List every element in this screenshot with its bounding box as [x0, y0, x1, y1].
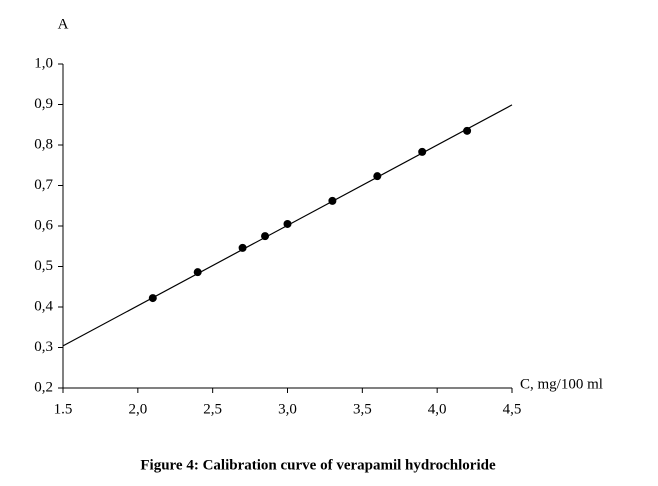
- y-axis-label: A: [58, 16, 69, 32]
- x-tick-label: 3,0: [278, 401, 297, 417]
- x-tick-label: 4,0: [428, 401, 447, 417]
- data-point: [148, 294, 157, 303]
- data-point: [261, 232, 270, 241]
- x-tick-label: 3,5: [353, 401, 372, 417]
- y-tick-label: 0,2: [34, 379, 53, 395]
- data-point: [193, 268, 202, 277]
- x-tick-label: 4,5: [503, 401, 522, 417]
- y-tick-label: 0,7: [34, 177, 53, 193]
- x-tick-label: 1.5: [54, 401, 73, 417]
- figure-caption: Figure 4: Calibration curve of verapamil…: [140, 457, 496, 473]
- x-tick-label: 2,0: [128, 401, 147, 417]
- y-tick-label: 0,5: [34, 258, 53, 274]
- y-tick-label: 0,4: [34, 298, 53, 314]
- y-tick-label: 0,6: [34, 217, 53, 233]
- data-point: [418, 147, 427, 156]
- y-tick-label: 0,9: [34, 96, 53, 112]
- x-tick-label: 2,5: [203, 401, 222, 417]
- data-point: [283, 219, 292, 228]
- y-tick-label: 0,3: [34, 339, 53, 355]
- x-axis-label: C, mg/100 ml: [520, 376, 603, 392]
- data-point: [238, 243, 247, 252]
- y-tick-label: 1,0: [34, 55, 53, 71]
- data-point: [373, 172, 382, 181]
- data-point: [328, 196, 337, 205]
- y-tick-label: 0,8: [34, 136, 53, 152]
- data-point: [463, 126, 472, 135]
